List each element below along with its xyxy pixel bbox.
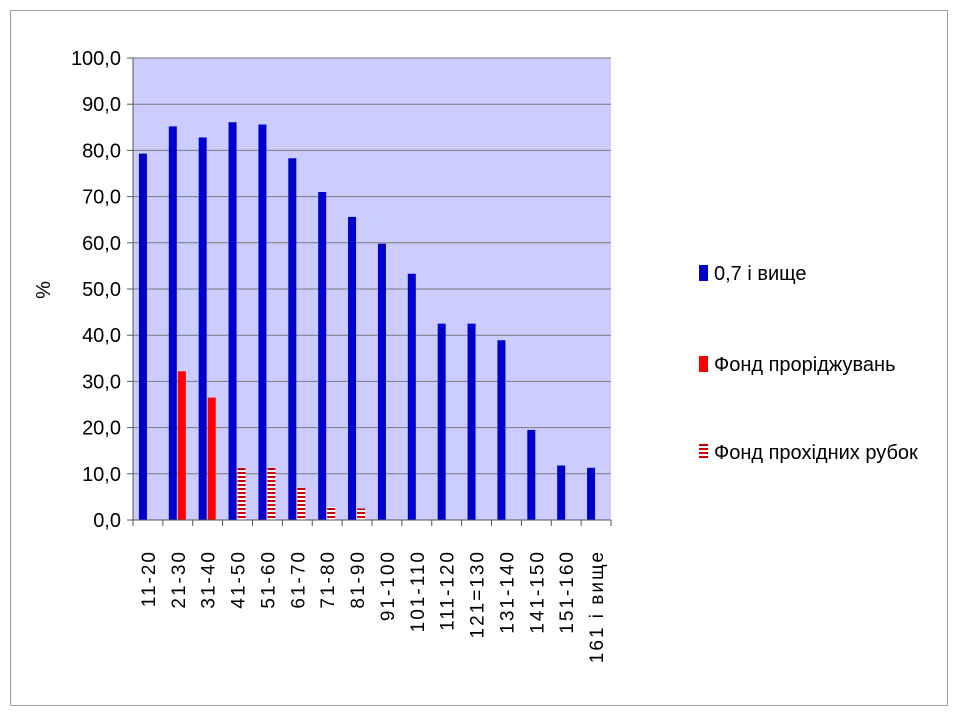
legend: 0,7 і вище Фонд проріджувань Фонд прохідни… [699, 263, 918, 464]
y-axis-label: % [33, 281, 55, 299]
x-tick-label: 91-100 [378, 550, 399, 621]
slide-frame [10, 10, 948, 706]
bar-main [527, 429, 536, 520]
legend-swatch [699, 444, 708, 460]
legend-swatch [699, 356, 708, 372]
bar-main [348, 216, 357, 521]
bar-main [407, 273, 416, 520]
x-tick-label: 81-90 [348, 550, 369, 609]
legend-label: 0,7 і вище [714, 263, 807, 285]
bar-main [138, 153, 147, 520]
bar-main [437, 323, 446, 520]
bar-main [258, 124, 267, 520]
bar-main [318, 191, 327, 521]
axes [127, 57, 612, 526]
bar-main [228, 122, 237, 520]
bar-main [198, 137, 207, 521]
x-tick-label: 31-40 [199, 550, 220, 609]
y-tick-label: 20,0 [82, 418, 121, 440]
y-tick-labels: 0,0 10,0 20,0 30,0 40,0 50,0 60,0 70,0 80,0 90,0 1… [71, 48, 121, 532]
y-tick-label: 30,0 [82, 371, 121, 393]
x-tick-label: 61-70 [288, 550, 309, 609]
x-tick-label: 161 і вище [587, 550, 608, 663]
bar-main [557, 465, 566, 520]
x-tick-label: 121=130 [468, 550, 489, 639]
bar-main [467, 323, 476, 520]
y-tick-label: 0,0 [93, 510, 121, 532]
y-tick-label: 40,0 [82, 325, 121, 347]
y-tick-label: 10,0 [82, 464, 121, 486]
bar-passage [267, 467, 276, 520]
y-tick-label: 80,0 [82, 140, 121, 162]
x-tick-label: 11-20 [139, 550, 160, 607]
x-tick-label: 41-50 [229, 550, 250, 609]
x-tick-label: 101-110 [408, 550, 429, 632]
bar-main [587, 467, 596, 520]
x-tick-label: 71-80 [318, 550, 339, 609]
legend-label: Фонд проріджувань [714, 354, 896, 376]
y-tick-label: 60,0 [82, 233, 121, 255]
x-tick-label: 151-160 [557, 550, 578, 634]
bar-main [168, 126, 177, 520]
bar-main [377, 243, 386, 520]
x-tick-label: 131-140 [497, 550, 518, 634]
y-tick-label: 100,0 [71, 48, 121, 70]
y-tick-label: 90,0 [82, 94, 121, 116]
bar-thinning [207, 397, 216, 520]
bar-passage [357, 508, 366, 520]
x-tick-label: 141-150 [527, 550, 548, 634]
x-tick-labels: 11-20 21-30 31-40 41-50 51-60 61-70 71-80 81-90… [139, 550, 608, 663]
x-tick-label: 21-30 [169, 550, 190, 609]
bar-passage [237, 467, 246, 520]
bar-passage [327, 507, 336, 520]
legend-swatch [699, 265, 708, 281]
x-tick-label: 111-120 [438, 550, 459, 631]
bar-main [288, 158, 297, 520]
bar-thinning [177, 371, 186, 520]
bar-passage [297, 487, 306, 520]
bar-main [497, 340, 506, 520]
bars [138, 122, 596, 521]
legend-label: Фонд прохідних рубок [714, 442, 918, 464]
y-tick-label: 70,0 [82, 187, 121, 209]
y-tick-label: 50,0 [82, 279, 121, 301]
x-tick-label: 51-60 [258, 550, 279, 609]
